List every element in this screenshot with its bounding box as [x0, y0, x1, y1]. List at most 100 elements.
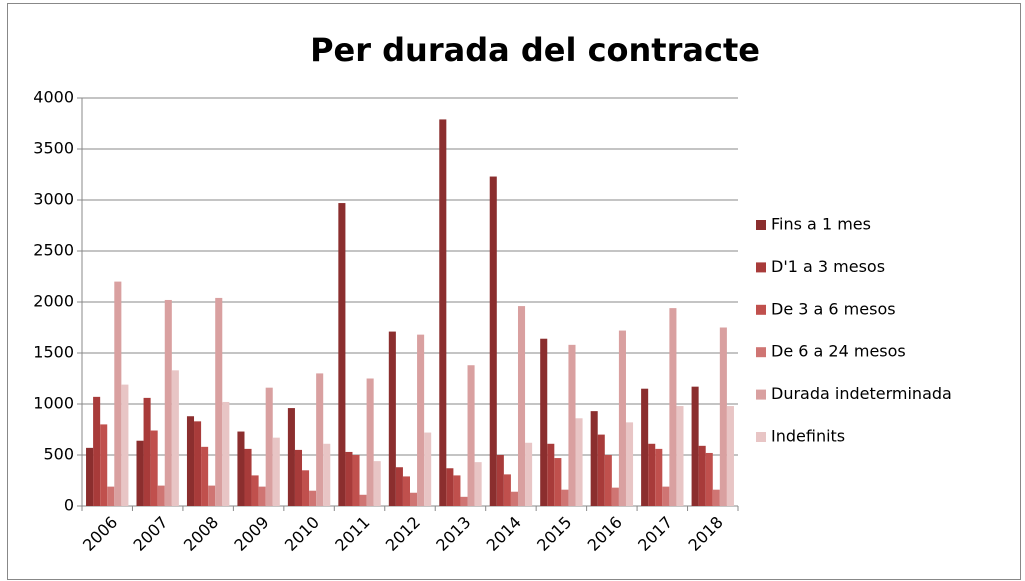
y-tick-label: 1000 [33, 394, 74, 413]
bar [287, 408, 295, 506]
bar [669, 308, 677, 506]
y-tick-label: 2000 [33, 292, 74, 311]
bar [726, 406, 734, 506]
bar [698, 445, 706, 506]
y-tick-label: 1500 [33, 343, 74, 362]
bar [489, 176, 497, 507]
legend-swatch [756, 347, 766, 358]
bar [662, 486, 670, 506]
bar [395, 467, 403, 506]
bar [294, 449, 303, 506]
chart-title: Per durada del contracte [310, 31, 760, 69]
legend-label: Indefinits [771, 427, 845, 446]
bar [460, 496, 468, 506]
bar [251, 475, 259, 506]
bar [100, 424, 108, 506]
bar [186, 416, 195, 506]
legend-swatch [756, 220, 766, 230]
bar [352, 455, 360, 506]
bar [510, 491, 518, 506]
legend-label: De 3 a 6 mesos [771, 299, 896, 318]
bar [410, 492, 418, 506]
y-tick-label: 3000 [33, 190, 74, 209]
bar [121, 384, 129, 506]
bar [258, 486, 266, 506]
bar [712, 489, 720, 506]
legend-swatch [756, 304, 766, 315]
y-tick-label: 500 [43, 445, 74, 464]
bar [439, 119, 447, 507]
bar [424, 432, 432, 506]
bar [474, 462, 482, 506]
legend-label: Durada indeterminada [771, 384, 952, 403]
bar [402, 476, 410, 506]
y-tick-label: 0 [64, 496, 74, 515]
bar [222, 401, 230, 506]
y-tick-label: 2500 [33, 241, 74, 260]
bar [417, 334, 425, 506]
bar [107, 486, 115, 506]
bar [655, 448, 663, 506]
bar [215, 297, 223, 506]
bar [641, 388, 649, 506]
bar [244, 448, 252, 506]
bar [554, 458, 562, 506]
bar [272, 437, 280, 506]
y-tick-label: 4000 [33, 88, 74, 107]
bar [676, 406, 684, 506]
bar [568, 344, 576, 506]
y-tick-label: 3500 [33, 139, 74, 158]
bar [164, 299, 172, 506]
bar [309, 490, 317, 506]
bar [373, 461, 381, 506]
legend-label: D'1 a 3 mesos [771, 257, 885, 276]
legend-swatch [756, 389, 766, 400]
bar [719, 327, 727, 506]
bar [597, 434, 605, 506]
bar [561, 489, 569, 506]
bar [648, 443, 656, 506]
bar [388, 331, 396, 506]
bar [540, 338, 548, 506]
bar [525, 442, 533, 506]
bar [171, 370, 179, 506]
bar [93, 396, 101, 506]
bar [618, 330, 626, 506]
bar [496, 455, 504, 506]
bar [467, 365, 475, 506]
legend-label: Fins a 1 mes [771, 215, 871, 234]
bar [143, 397, 151, 506]
legend-swatch [756, 262, 766, 273]
bar [157, 485, 165, 506]
bar [446, 468, 454, 506]
bar [194, 421, 202, 506]
bar [625, 422, 634, 506]
bar [237, 431, 245, 506]
bar [359, 494, 367, 506]
bar [575, 418, 583, 506]
bar [705, 452, 713, 506]
bar [201, 446, 209, 506]
bar [517, 306, 526, 506]
bar [590, 411, 598, 506]
bar [453, 475, 461, 506]
legend-label: De 6 a 24 mesos [771, 342, 906, 361]
bar [547, 443, 555, 506]
bar [366, 378, 374, 506]
bar [611, 487, 619, 506]
bar [691, 386, 699, 506]
bar [150, 430, 158, 506]
bar [114, 281, 122, 506]
bar [604, 455, 612, 506]
bar [208, 485, 216, 506]
bar [265, 387, 273, 506]
bar [323, 443, 331, 506]
bar [136, 440, 144, 506]
legend-swatch [756, 432, 766, 442]
bar [86, 447, 94, 506]
bar [316, 373, 324, 506]
bar [338, 203, 346, 506]
bar [302, 470, 310, 506]
bar [345, 451, 353, 506]
